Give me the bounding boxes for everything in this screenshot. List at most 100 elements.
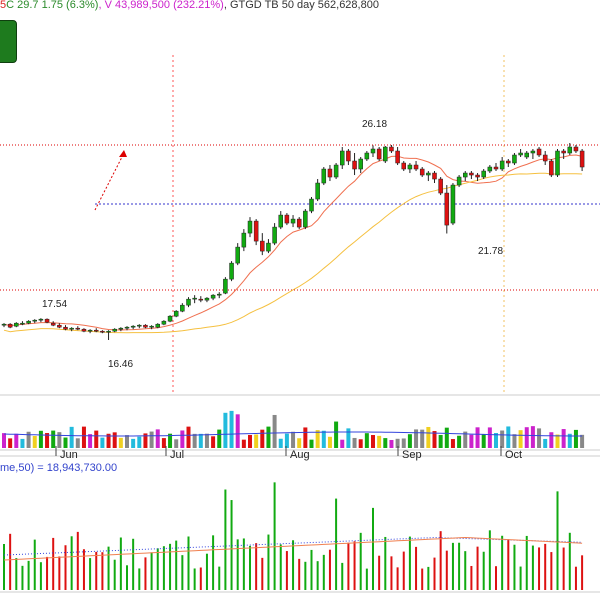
lower-volume-bar <box>550 552 553 590</box>
lower-volume-bar <box>495 566 497 590</box>
candle-body <box>87 329 93 332</box>
lower-volume-bar <box>476 546 479 590</box>
candle-body <box>475 174 480 178</box>
candle-body <box>7 323 13 328</box>
candle-body <box>413 164 419 170</box>
lower-volume-average <box>3 536 583 556</box>
volume-bar <box>352 437 357 448</box>
candle-body <box>69 327 74 330</box>
candle-body <box>63 326 68 330</box>
volume-bar <box>321 430 326 448</box>
volume-bar <box>463 431 468 448</box>
lower-volume-bar <box>445 550 448 590</box>
moving-average-short <box>3 154 583 331</box>
candle-body <box>186 298 191 306</box>
lower-volume-bar <box>249 545 251 590</box>
lower-volume-bar <box>519 566 522 590</box>
candle-body <box>44 318 50 323</box>
volume-bar <box>524 427 529 448</box>
lower-volume-bar <box>162 546 165 590</box>
chart-header: 5 C 29.7 1.75 (6.3%) , V 43,989,500 (232… <box>0 0 379 13</box>
lower-volume-bar <box>3 544 5 590</box>
lower-volume-bar <box>212 535 215 590</box>
volume-bar <box>327 436 332 448</box>
volume-bar <box>272 414 277 448</box>
candle-body <box>137 324 142 327</box>
price-annotation: 16.46 <box>108 359 133 370</box>
volume-bar <box>266 426 271 448</box>
volume-bar <box>358 439 363 448</box>
volume-bar <box>112 432 117 448</box>
header-segment-3: , V 43,989,500 (232.21%) <box>98 0 224 11</box>
lower-volume-bar <box>427 566 430 590</box>
candle-body <box>278 214 283 228</box>
candle-body <box>38 318 44 321</box>
candle-body <box>210 294 216 299</box>
volume-bar <box>254 434 259 448</box>
candle-body <box>272 226 277 244</box>
lower-volume-bar <box>464 551 467 590</box>
header-segment-1: 5 <box>0 0 7 11</box>
volume-bar <box>168 433 173 448</box>
lower-volume-bar <box>433 557 436 590</box>
candle-body <box>573 146 579 152</box>
candle-body <box>358 158 363 170</box>
volume-bar <box>131 438 136 448</box>
candle-body <box>247 220 253 234</box>
candle-body <box>235 246 240 264</box>
candle-body <box>419 168 425 176</box>
candle-body <box>469 172 474 176</box>
green-badge <box>0 20 17 63</box>
volume-bar <box>143 433 148 448</box>
lower-volume-bar <box>242 538 245 590</box>
lower-volume-bar <box>353 541 356 590</box>
lower-volume-bar <box>169 543 172 590</box>
volume-bar <box>401 438 406 448</box>
candle-body <box>376 148 382 160</box>
volume-bar <box>217 429 222 448</box>
candle-body <box>444 192 450 226</box>
lower-volume-bar <box>175 540 178 590</box>
volume-bar <box>57 432 62 448</box>
candle-body <box>567 146 573 154</box>
volume-bar <box>229 410 234 448</box>
volume-panel-label: me,50) = 18,943,730.00 <box>0 462 117 474</box>
volume-bar <box>51 430 56 448</box>
candle-body <box>124 326 130 329</box>
lower-volume-bar <box>574 566 577 590</box>
lower-volume-bar <box>279 544 282 590</box>
volume-bar <box>88 434 93 448</box>
lower-volume-bar <box>205 553 208 590</box>
candle-body <box>315 182 320 200</box>
candle-body <box>81 328 87 332</box>
lower-volume-bar <box>402 551 405 590</box>
volume-bar <box>555 434 560 448</box>
candle-body <box>50 322 56 326</box>
volume-bar <box>20 438 25 448</box>
candle-body <box>118 327 124 330</box>
volume-bar <box>198 433 203 448</box>
lower-volume-bar <box>439 531 442 590</box>
volume-bar <box>334 421 339 448</box>
candle-body <box>143 324 148 328</box>
candle-body <box>32 319 37 322</box>
volume-bar <box>315 430 320 448</box>
candle-body <box>340 150 345 166</box>
lower-volume-bar <box>556 491 559 590</box>
volume-bar <box>278 438 283 448</box>
volume-bar <box>457 435 462 448</box>
lower-volume-bar <box>415 546 418 590</box>
lower-volume-bar <box>267 534 270 590</box>
x-axis-label: Oct <box>505 449 522 461</box>
lower-volume-bar <box>458 542 461 590</box>
lower-volume-bar <box>218 566 221 590</box>
lower-volume-bar <box>150 552 153 590</box>
volume-bar <box>155 429 160 448</box>
volume-bar <box>573 429 578 448</box>
lower-volume-bar <box>187 536 190 590</box>
candle-body <box>333 164 339 178</box>
lower-volume-bar <box>408 536 411 590</box>
volume-bar <box>180 430 185 448</box>
volume-bar <box>174 439 179 448</box>
lower-volume-bar <box>365 568 368 590</box>
